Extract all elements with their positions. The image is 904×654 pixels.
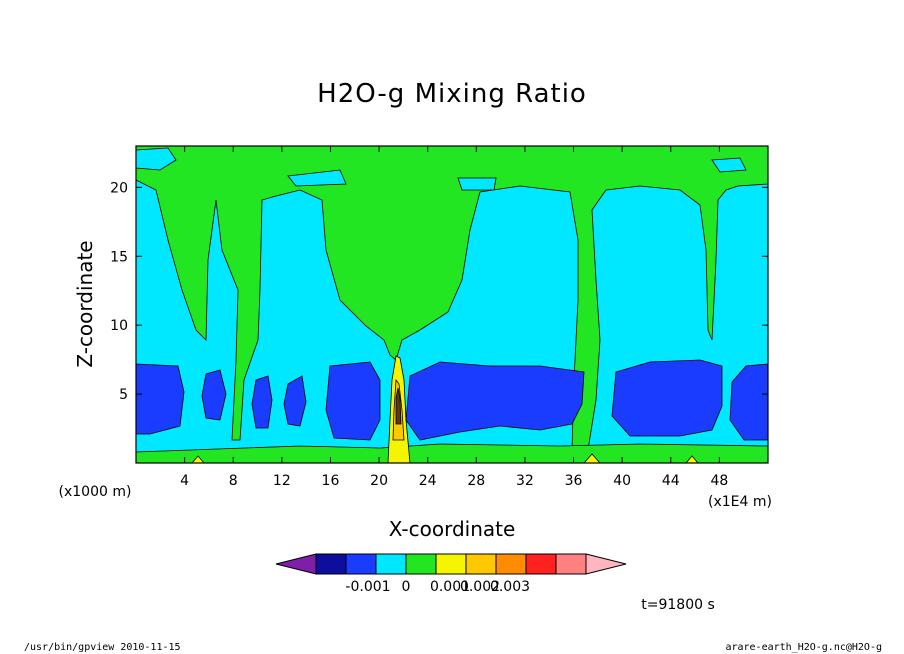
colorbar-swatch bbox=[435, 553, 467, 575]
y-tick-label: 10 bbox=[110, 318, 128, 334]
colorbar-swatch bbox=[525, 553, 557, 575]
x-tick-label: 40 bbox=[613, 473, 631, 489]
blue-cell-7 bbox=[611, 359, 723, 437]
y-tick-label: 5 bbox=[119, 387, 128, 403]
colorbar-swatch bbox=[465, 553, 497, 575]
x-tick-label: 16 bbox=[322, 473, 340, 489]
time-label: t=91800 s bbox=[641, 597, 715, 613]
y-axis-title: Z-coordinate bbox=[73, 240, 97, 367]
cyan-patch-mid bbox=[287, 169, 347, 187]
colorbar-label: 0.001 bbox=[430, 579, 470, 595]
y-unit-label: (x1000 m) bbox=[59, 484, 132, 500]
x-tick-label: 28 bbox=[467, 473, 485, 489]
colorbar-under-triangle bbox=[275, 553, 317, 575]
colorbar-swatch bbox=[375, 553, 407, 575]
contour-field bbox=[136, 146, 768, 463]
x-axis-title: X-coordinate bbox=[389, 517, 516, 541]
x-tick-label: 32 bbox=[516, 473, 534, 489]
y-tick-label: 15 bbox=[110, 249, 128, 265]
colorbar-label: 0.002 bbox=[460, 579, 500, 595]
y-axis: 5 10 15 20 bbox=[110, 180, 768, 403]
colorbar-swatch bbox=[495, 553, 527, 575]
x-axis: 4 8 12 16 20 24 28 32 36 40 44 48 bbox=[180, 146, 728, 489]
plot-frame bbox=[135, 145, 769, 464]
blue-cell-1 bbox=[136, 363, 185, 435]
blue-cell-8 bbox=[729, 363, 768, 441]
blue-cell-5 bbox=[325, 361, 381, 441]
x-tick-label: 12 bbox=[273, 473, 291, 489]
y-tick-label: 20 bbox=[110, 180, 128, 196]
colorbar-label: 0 bbox=[402, 579, 411, 595]
green-upper-region bbox=[136, 146, 768, 451]
colorbar-swatch bbox=[345, 553, 377, 575]
blue-cell-4 bbox=[283, 375, 307, 427]
x-tick-label: 44 bbox=[662, 473, 680, 489]
blue-cell-3 bbox=[251, 375, 273, 429]
green-bottom-band bbox=[136, 443, 768, 463]
blue-cell-2 bbox=[201, 369, 227, 421]
cyan-patch-top-right bbox=[711, 157, 747, 173]
x-tick-label: 24 bbox=[419, 473, 437, 489]
chart-title: H2O-g Mixing Ratio bbox=[317, 79, 587, 109]
x-tick-label: 36 bbox=[565, 473, 583, 489]
colorbar-label: 0.003 bbox=[490, 579, 530, 595]
footer-right: arare-earth_H2O-g.nc@H2O-g bbox=[725, 642, 882, 653]
colorbar-swatch bbox=[405, 553, 437, 575]
yellow-spot-1 bbox=[191, 455, 205, 463]
colorbar-swatch bbox=[315, 553, 347, 575]
colorbar-swatch bbox=[555, 553, 587, 575]
cyan-patch-upper-left bbox=[136, 147, 177, 171]
cyan-patch-right-mid bbox=[457, 177, 497, 191]
colorbar-label: -0.001 bbox=[345, 579, 390, 595]
footer-left: /usr/bin/gpview 2010-11-15 bbox=[24, 642, 181, 653]
x-unit-label: (x1E4 m) bbox=[708, 494, 772, 510]
x-tick-label: 20 bbox=[370, 473, 388, 489]
yellow-spot-3 bbox=[685, 455, 699, 463]
blue-cell-6 bbox=[405, 361, 585, 441]
x-tick-label: 4 bbox=[180, 473, 189, 489]
yellow-spot-2 bbox=[583, 453, 601, 463]
x-tick-label: 48 bbox=[710, 473, 728, 489]
colorbar-over-triangle bbox=[585, 553, 627, 575]
central-plume-core bbox=[395, 387, 402, 425]
x-tick-label: 8 bbox=[229, 473, 238, 489]
